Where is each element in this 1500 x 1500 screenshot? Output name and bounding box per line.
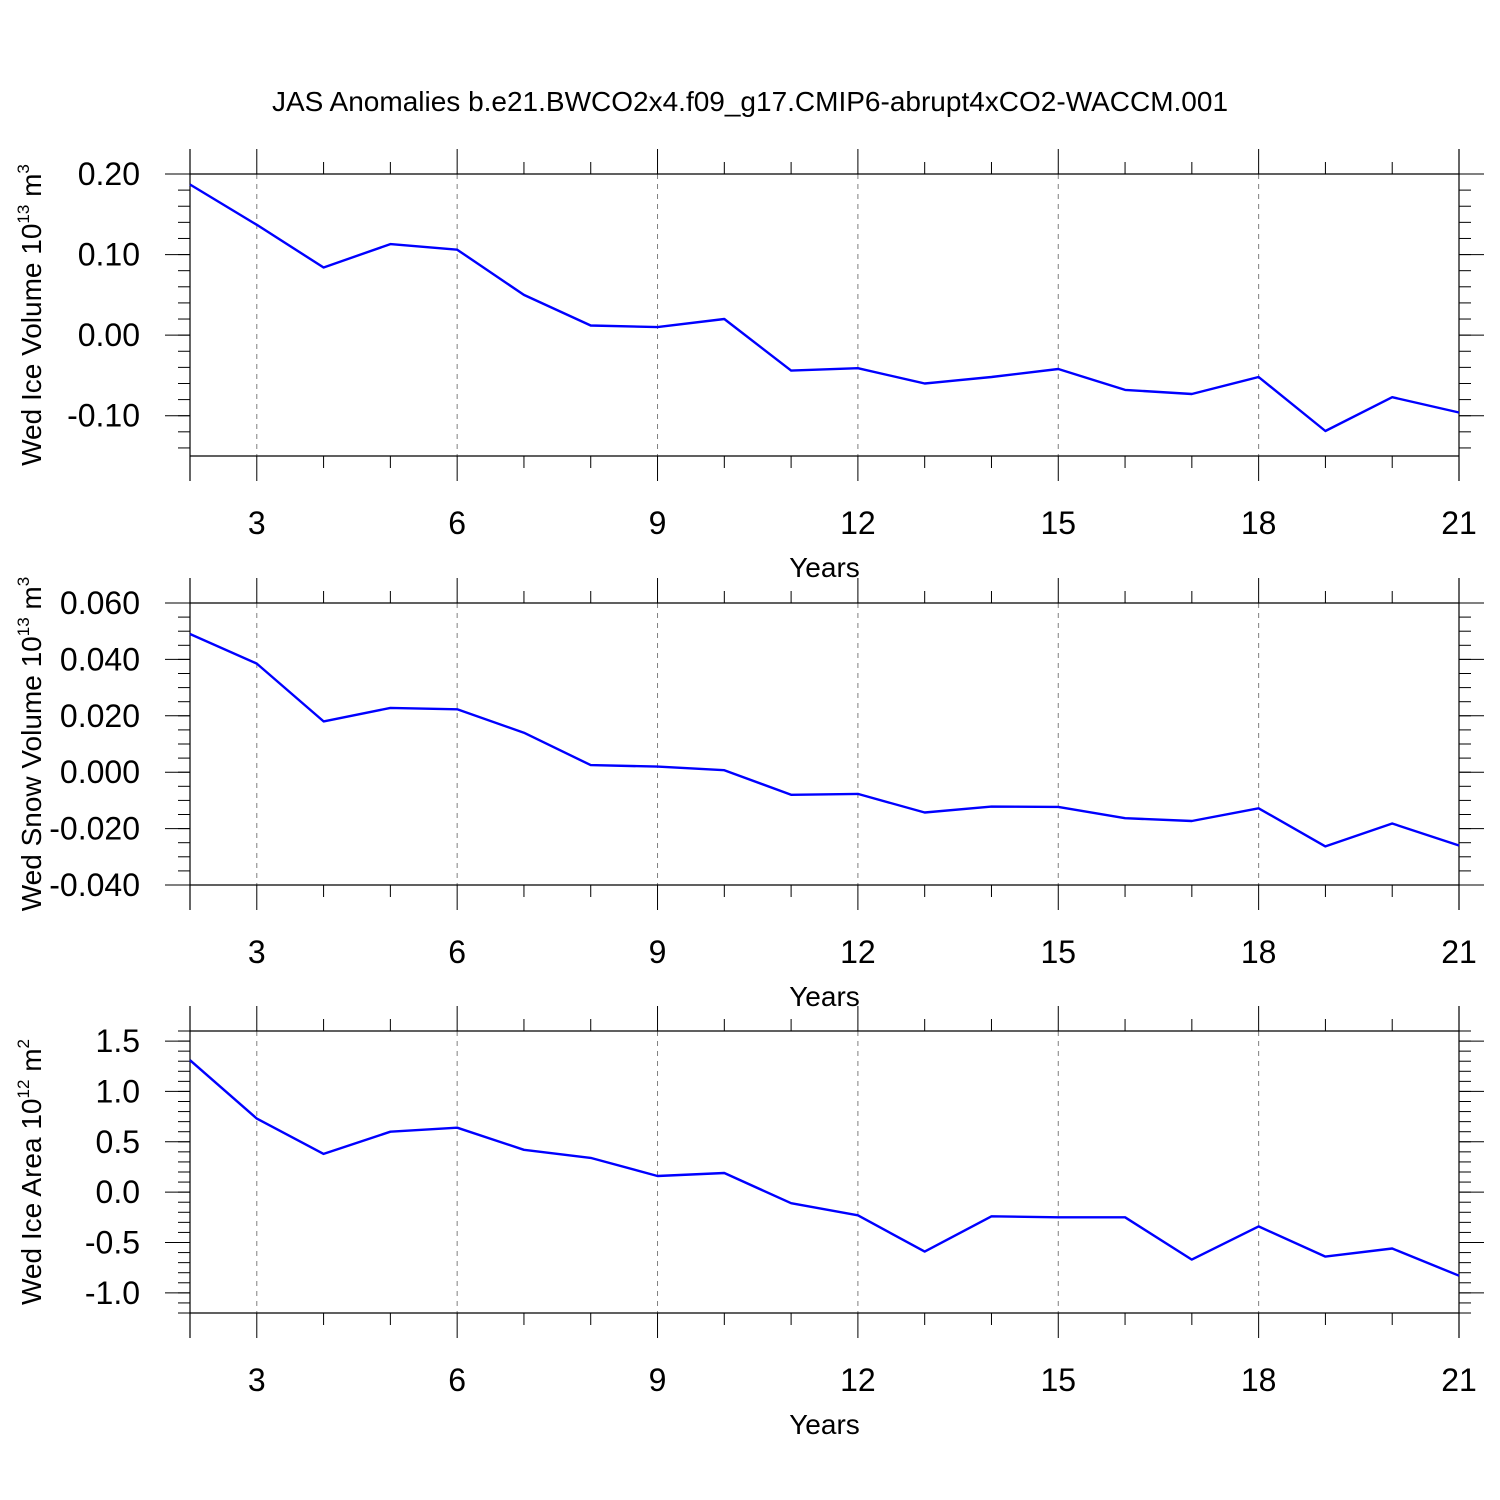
y-tick-label: -0.10 — [67, 398, 140, 434]
x-tick-label: 12 — [840, 934, 876, 970]
x-tick-label: 9 — [649, 934, 667, 970]
y-axis-label: Wed Ice Volume 1013 m3 — [14, 164, 47, 466]
chart-title: JAS Anomalies b.e21.BWCO2x4.f09_g17.CMIP… — [272, 86, 1228, 117]
y-tick-label: 0.0 — [96, 1174, 140, 1210]
series-line — [189, 183, 1460, 433]
y-tick-label: 1.5 — [96, 1023, 140, 1059]
x-tick-label: 18 — [1241, 505, 1277, 541]
y-tick-label: 0.060 — [60, 585, 140, 621]
x-tick-label: 15 — [1040, 934, 1076, 970]
panel-ice-area: 3 6 9 12 15 18 21 Years 1.5 1.0 0.5 0.0 -0.5 -1.0 Wed … — [14, 1006, 1484, 1440]
series-line — [189, 632, 1460, 848]
y-tick-label: 0.00 — [78, 317, 140, 353]
y-tick-label: 0.10 — [78, 237, 140, 273]
x-tick-label: 9 — [649, 1362, 667, 1398]
x-tick-label: 3 — [248, 1362, 266, 1398]
x-tick-label: 21 — [1441, 934, 1477, 970]
x-tick-label: 6 — [448, 934, 466, 970]
y-tick-label: -0.5 — [85, 1225, 140, 1261]
series-line — [189, 1059, 1460, 1277]
x-axis-label: Years — [789, 981, 860, 1012]
x-tick-label: 15 — [1040, 505, 1076, 541]
y-axis-label: Wed Ice Area 1012 m2 — [14, 1039, 47, 1305]
x-tick-label: 3 — [248, 934, 266, 970]
y-tick-label: 0.040 — [60, 641, 140, 677]
x-tick-label: 18 — [1241, 934, 1277, 970]
x-tick-label: 15 — [1040, 1362, 1076, 1398]
panel-ice-volume: 3 6 9 12 15 18 21 Years 0.20 0.10 0.00 -0.10 Wed Ice… — [14, 149, 1484, 583]
x-tick-label: 9 — [649, 505, 667, 541]
y-tick-label: 0.20 — [78, 156, 140, 192]
y-tick-label: -1.0 — [85, 1275, 140, 1311]
y-tick-label: 0.020 — [60, 698, 140, 734]
y-tick-label: 1.0 — [96, 1073, 140, 1109]
x-tick-label: 12 — [840, 1362, 876, 1398]
x-axis-label: Years — [789, 552, 860, 583]
x-axis-label: Years — [789, 1409, 860, 1440]
y-tick-label: -0.020 — [49, 811, 140, 847]
chart-panels: 3 6 9 12 15 18 21 Years 0.20 0.10 0.00 -0.10 Wed Ice… — [14, 149, 1484, 1440]
y-tick-label: -0.040 — [49, 867, 140, 903]
x-tick-label: 18 — [1241, 1362, 1277, 1398]
y-axis-label: Wed Snow Volume 1013 m3 — [14, 577, 47, 911]
x-tick-label: 6 — [448, 505, 466, 541]
panel-snow-volume: 3 6 9 12 15 18 21 Years 0.060 0.040 0.020 0.000 -0.0… — [14, 577, 1484, 1012]
y-tick-label: 0.5 — [96, 1124, 140, 1160]
y-tick-label: 0.000 — [60, 754, 140, 790]
x-tick-label: 12 — [840, 505, 876, 541]
x-tick-label: 6 — [448, 1362, 466, 1398]
x-tick-label: 21 — [1441, 505, 1477, 541]
x-tick-label: 3 — [248, 505, 266, 541]
x-tick-label: 21 — [1441, 1362, 1477, 1398]
